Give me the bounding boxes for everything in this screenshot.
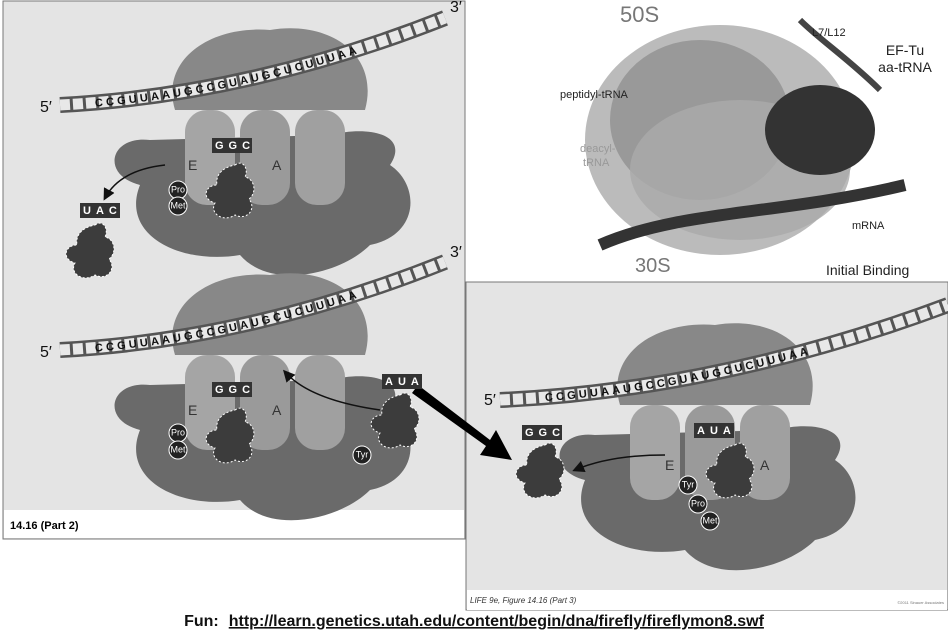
structure-label: deacyl- [580,143,616,155]
amino-acid-label: Pro [691,498,705,508]
amino-acid-label: Met [170,444,186,454]
structure-label: 30S [635,255,671,277]
caption: 14.16 (Part 2) [10,520,79,532]
footer-prefix: Fun: [184,613,219,630]
caption: LIFE 9e, Figure 14.16 (Part 3) [470,596,577,605]
anticodon: AUA [697,425,736,437]
site-label: E [188,402,197,418]
prime-5: 5′ [40,344,52,361]
prime-5: 5′ [40,99,52,116]
amino-acid-label: Tyr [356,449,369,459]
structure-label: tRNA [583,157,610,169]
anticodon: GGC [525,427,565,439]
amino-acid-label: Pro [171,184,185,194]
structure-label: L7/L12 [812,27,846,39]
copyright: ©2011 Sinauer Associates [897,600,944,605]
prime-3: 3′ [450,244,462,261]
footer-link[interactable]: http://learn.genetics.utah.edu/content/b… [229,613,765,630]
structure-label: peptidyl-tRNA [560,89,629,101]
site-label: A [760,457,770,473]
site-label: A [272,402,282,418]
structure-label: Initial Binding [826,262,909,278]
structure-label: aa-tRNA [878,59,932,75]
anticodon: AUA [385,376,424,388]
structure-label: EF-Tu [886,42,924,58]
slide: CCGUUAAUGCCGUAUGCUCUUUAA CCGUUAAUGCCGUAU… [0,0,948,635]
structure-label: mRNA [852,220,885,232]
structure-label: 50S [620,2,659,27]
site-label: A [272,157,282,173]
amino-acid-label: Tyr [682,479,695,489]
prime-5: 5′ [484,392,496,409]
anticodon: GGC [215,140,255,152]
site-label: E [188,157,197,173]
footer: Fun: http://learn.genetics.utah.edu/conte… [184,613,765,630]
prime-3: 3′ [450,0,462,16]
amino-acid-label: Met [170,200,186,210]
anticodon: GGC [215,384,255,396]
site-label: E [665,457,674,473]
amino-acid-label: Pro [171,427,185,437]
amino-acid-label: Met [702,515,718,525]
anticodon: UAC [83,205,122,217]
